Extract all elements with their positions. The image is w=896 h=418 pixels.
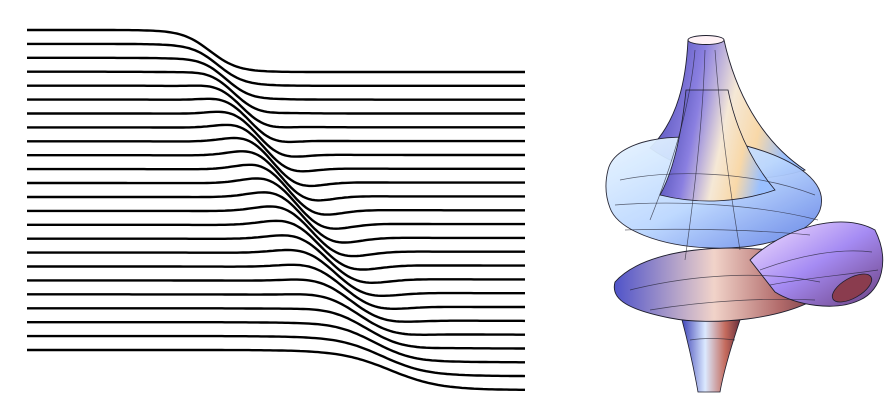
surface-mesh-line bbox=[714, 49, 741, 251]
twisted-surface-panel bbox=[590, 20, 890, 410]
wavy-line bbox=[27, 150, 525, 202]
wavy-curves-illustration bbox=[27, 28, 526, 391]
twisted-surface-illustration bbox=[605, 35, 883, 393]
wavy-line bbox=[27, 293, 525, 336]
surface-mesh-line bbox=[619, 173, 816, 196]
surface-mesh-line bbox=[614, 202, 819, 221]
wavy-line bbox=[27, 248, 525, 297]
wavy-curve-panel bbox=[27, 28, 526, 391]
wavy-line bbox=[27, 219, 525, 271]
lower-spout bbox=[681, 319, 741, 393]
wavy-line bbox=[27, 191, 525, 244]
wavy-line bbox=[27, 97, 525, 144]
wavy-line bbox=[27, 307, 525, 350]
wavy-line bbox=[27, 56, 525, 101]
wavy-line bbox=[27, 177, 525, 230]
wavy-line bbox=[27, 70, 525, 115]
surface-mesh-line bbox=[689, 338, 736, 341]
wavy-line bbox=[27, 321, 525, 364]
right-lobe-opening bbox=[831, 273, 873, 303]
surface-mesh-line bbox=[759, 250, 873, 271]
wavy-line bbox=[27, 163, 525, 216]
wavy-line bbox=[27, 28, 525, 74]
wavy-line bbox=[27, 263, 525, 310]
surface-mesh-line bbox=[649, 298, 816, 311]
surface-mesh-line bbox=[769, 269, 879, 286]
wavy-line bbox=[27, 110, 525, 158]
wavy-line bbox=[27, 348, 525, 391]
wavy-line bbox=[27, 136, 525, 188]
surface-mesh-line bbox=[629, 274, 821, 291]
surface-shapes bbox=[605, 35, 883, 393]
wavy-line bbox=[27, 205, 525, 258]
surface-mesh-line bbox=[624, 228, 811, 236]
wavy-line bbox=[27, 42, 525, 87]
upper-horn-inner bbox=[659, 89, 776, 202]
wavy-line bbox=[27, 278, 526, 323]
wavy-line bbox=[27, 84, 525, 129]
surface-mesh-line bbox=[649, 49, 696, 221]
upper-horn-opening bbox=[687, 35, 725, 45]
wavy-line bbox=[27, 234, 525, 285]
wavy-line bbox=[27, 334, 526, 378]
surface-mesh-line bbox=[684, 49, 706, 261]
wavy-line bbox=[27, 123, 525, 173]
